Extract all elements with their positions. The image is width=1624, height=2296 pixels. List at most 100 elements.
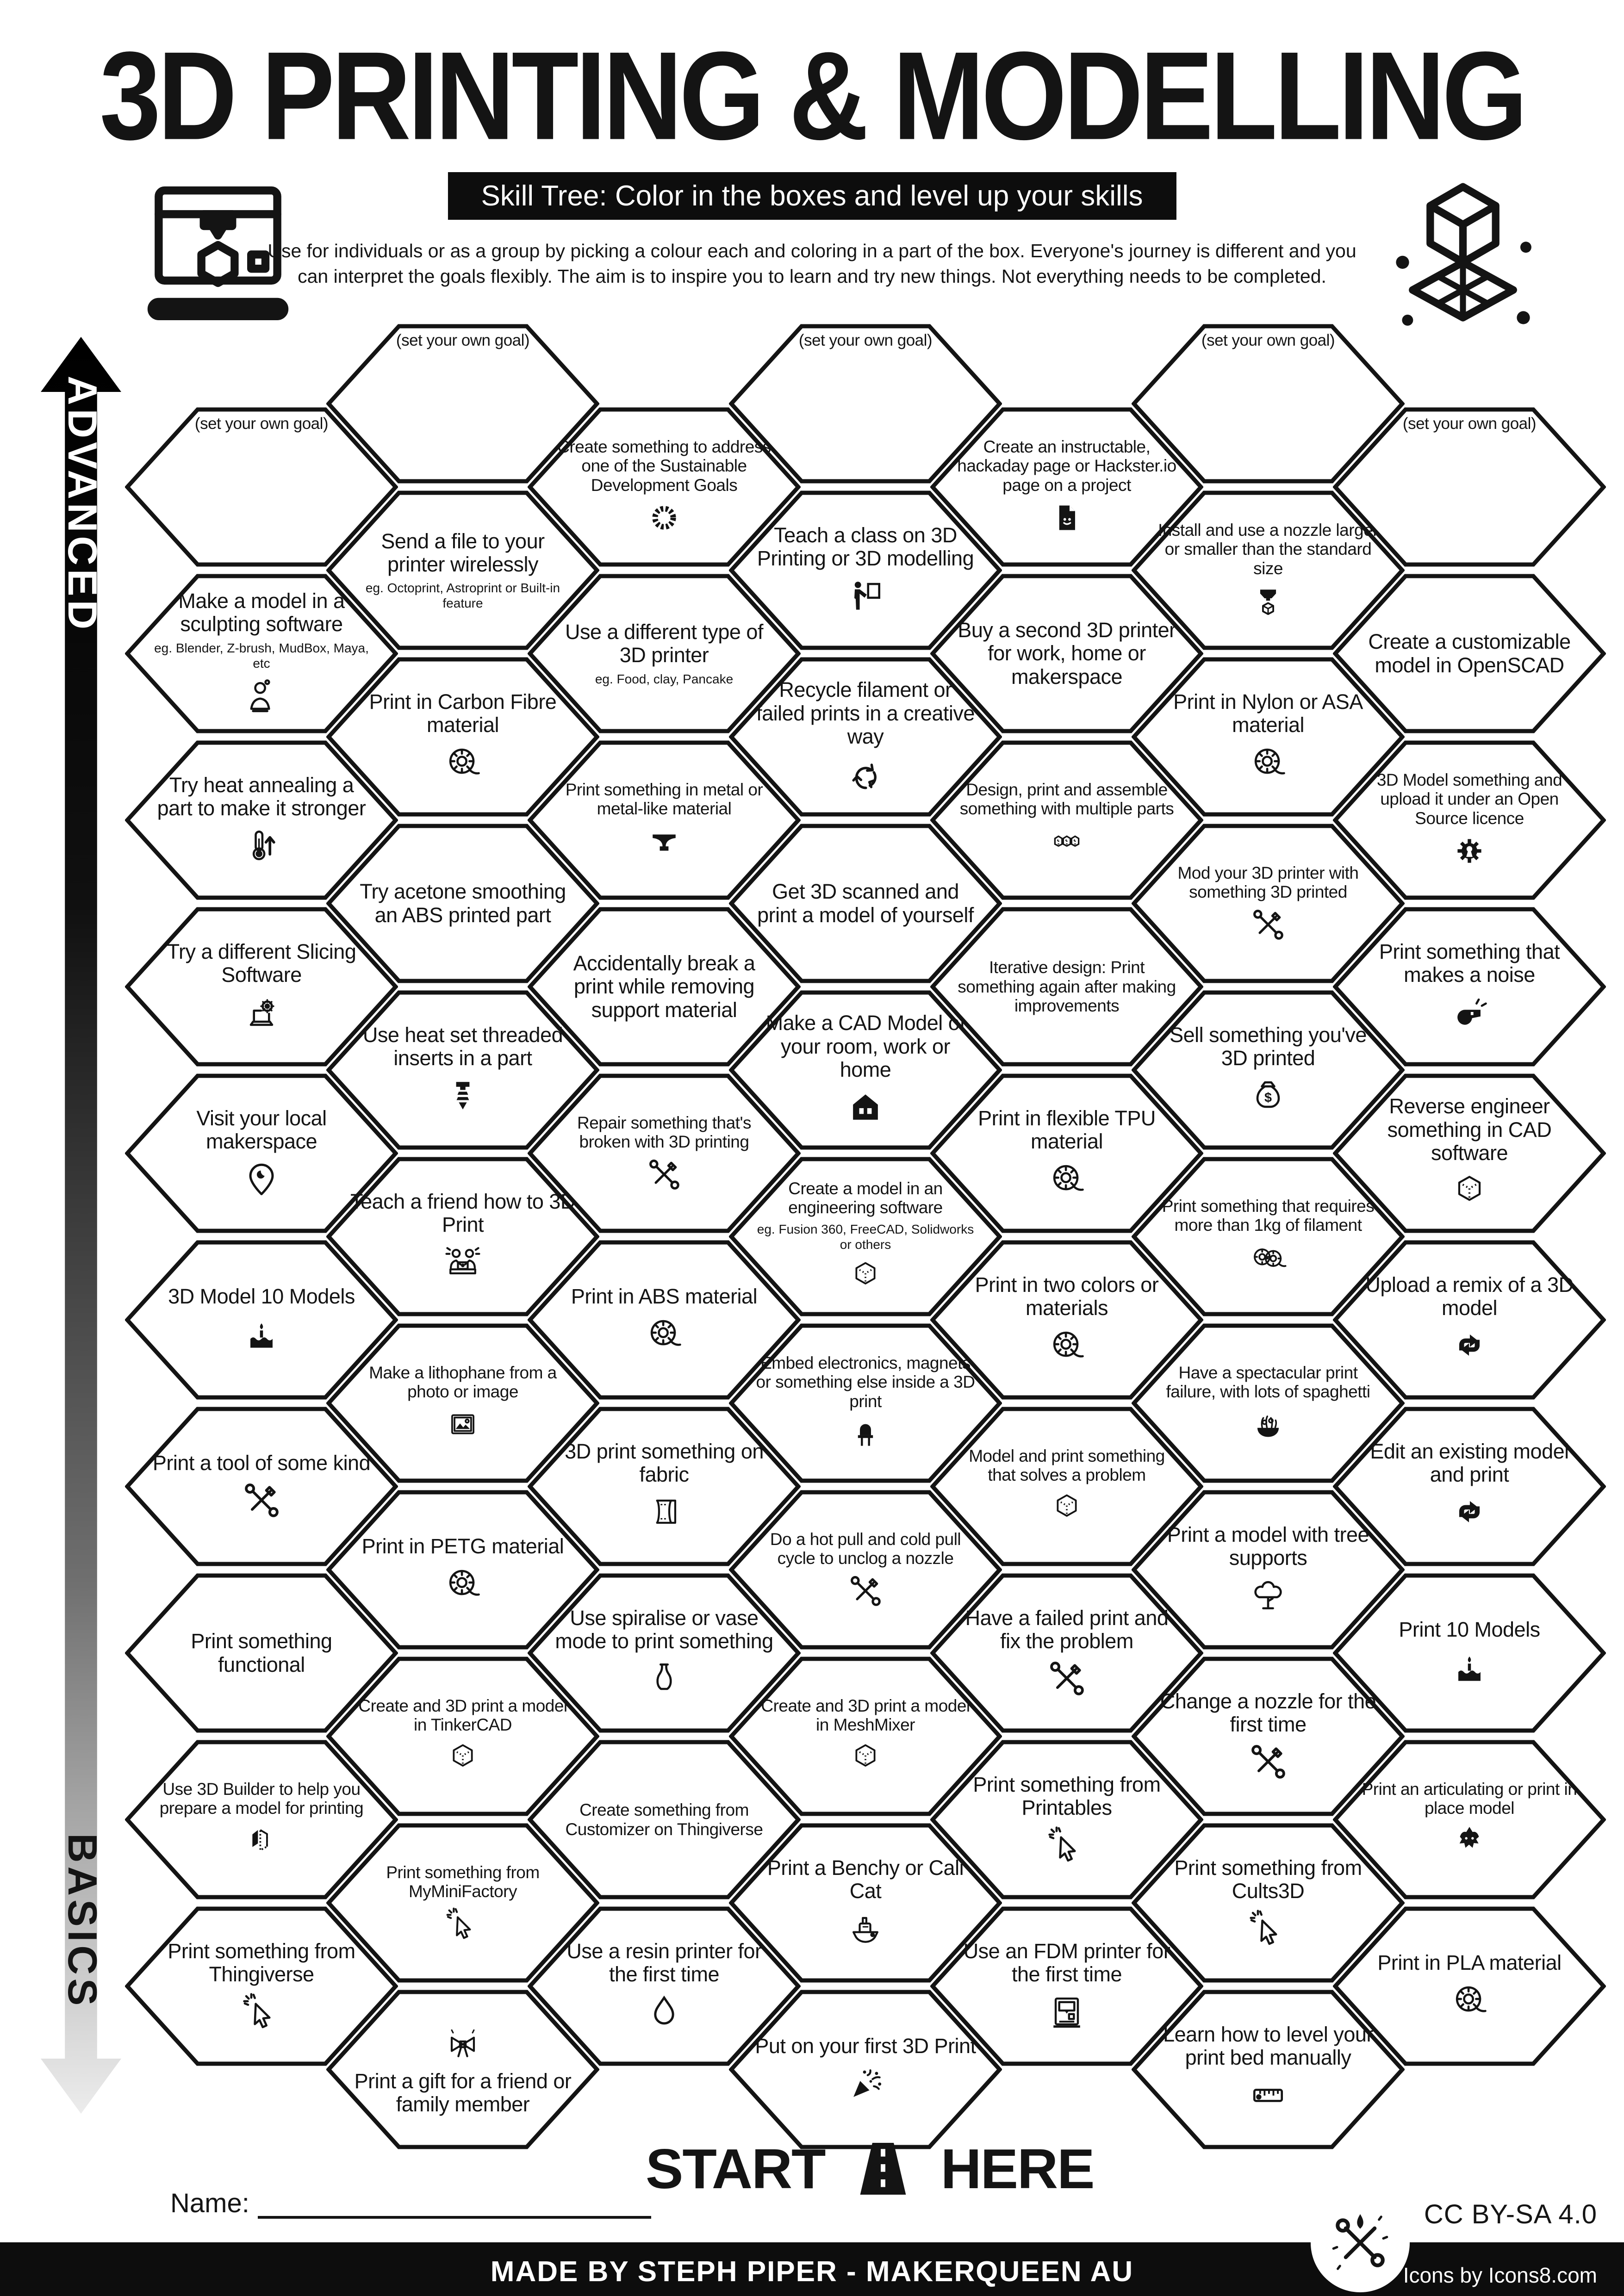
hex-outline bbox=[528, 1740, 801, 1899]
hex-outline bbox=[528, 574, 801, 733]
hex-label: Print something in metal or metal-like m… bbox=[565, 780, 763, 818]
hex-outline bbox=[326, 1323, 599, 1483]
hex-engineering-software: Create a model in an engineering softwar… bbox=[729, 1157, 1002, 1316]
hex-sublabel: eg. Fusion 360, FreeCAD, Solidworks or o… bbox=[757, 1222, 974, 1252]
hex-outline bbox=[930, 1573, 1203, 1733]
hex-outline bbox=[1333, 574, 1606, 733]
hex-outline bbox=[930, 740, 1203, 900]
hex-label: Edit an existing model and print bbox=[1370, 1439, 1569, 1486]
hex-sublabel: eg. Food, clay, Pancake bbox=[595, 671, 734, 686]
people-icon bbox=[442, 1241, 484, 1283]
hex-label: Print 10 Models bbox=[1399, 1617, 1540, 1641]
subtitle-banner: Skill Tree: Color in the boxes and level… bbox=[448, 172, 1176, 220]
remix-icon bbox=[1448, 1324, 1491, 1366]
hex-outline bbox=[1333, 407, 1606, 567]
spool-icon bbox=[1448, 1979, 1491, 2021]
hex-repair-something: Repair something that's broken with 3D p… bbox=[528, 1074, 801, 1233]
osgear-icon bbox=[1450, 832, 1488, 870]
spool2-icon bbox=[1249, 1239, 1287, 1277]
hex-outline bbox=[930, 574, 1203, 733]
hex-outline bbox=[326, 657, 599, 817]
hex-outline bbox=[1132, 490, 1405, 650]
hex-solves-a-problem: Model and print something that solves a … bbox=[930, 1407, 1203, 1566]
hex-outline bbox=[1333, 1906, 1606, 2066]
hex-label: Make a model in a sculpting software bbox=[178, 589, 345, 636]
cursor-icon bbox=[1247, 1907, 1289, 1949]
hex-first-3d-print: Put on your first 3D Print bbox=[729, 1990, 1002, 2149]
hex-reverse-engineer: Reverse engineer something in CAD softwa… bbox=[1333, 1074, 1606, 1233]
hex-outline bbox=[1132, 324, 1405, 484]
hex-label: Print something from Printables bbox=[973, 1772, 1161, 1819]
hex-label: Create and 3D print a model in MeshMixer bbox=[761, 1696, 970, 1734]
cube-icon bbox=[846, 1256, 884, 1294]
hex-from-cults3d: Print something from Cults3D bbox=[1132, 1823, 1405, 1983]
recycle-icon bbox=[844, 753, 887, 795]
spool-icon bbox=[1247, 741, 1289, 783]
hex-label: Print a gift for a friend or family memb… bbox=[354, 2069, 572, 2116]
hex-outline bbox=[326, 1990, 599, 2149]
hex-sell-something: Sell something you've 3D printed bbox=[1132, 990, 1405, 1150]
droplet-icon bbox=[643, 1990, 685, 2033]
bust-icon bbox=[240, 675, 283, 718]
name-blank-line bbox=[257, 2189, 651, 2219]
hex-sculpting-software: Make a model in a sculpting software eg. … bbox=[125, 574, 398, 733]
hex-outline bbox=[125, 1240, 398, 1400]
hex-abs: Print in ABS material bbox=[528, 1240, 801, 1400]
hex-label: Create and 3D print a model in TinkerCAD bbox=[358, 1696, 567, 1734]
hex-label: Get 3D scanned and print a model of your… bbox=[757, 880, 974, 927]
hex-recycle-filament: Recycle filament or failed prints in a c… bbox=[729, 657, 1002, 817]
hex-nozzle-size: Install and use a nozzle larger or small… bbox=[1132, 490, 1405, 650]
hex-label: Print something that makes a noise bbox=[1379, 939, 1560, 987]
hex-openscad: Create a customizable model in OpenSCAD bbox=[1333, 574, 1606, 733]
teacher-icon bbox=[844, 574, 887, 617]
hex-outline bbox=[125, 740, 398, 900]
hex-outline bbox=[930, 1740, 1203, 1899]
hex-label: Print in Nylon or ASA material bbox=[1173, 689, 1363, 737]
anvil-icon bbox=[645, 822, 683, 860]
hex-spaghetti-failure: Have a spectacular print failure, with l… bbox=[1132, 1323, 1405, 1483]
hex-label: Print in PETG material bbox=[361, 1534, 564, 1558]
hex-myminifactory: Print something from MyMiniFactory bbox=[326, 1823, 599, 1983]
hex-label: Design, print and assemble something wit… bbox=[959, 780, 1174, 818]
hex-label: (set your own goal) bbox=[396, 331, 530, 349]
fdm-icon bbox=[1045, 1990, 1088, 2033]
benchy-icon bbox=[844, 1907, 887, 1949]
hex-outline bbox=[125, 1074, 398, 1233]
hex-label: (set your own goal) bbox=[194, 415, 329, 433]
party-icon bbox=[844, 2062, 887, 2104]
start-label: START bbox=[646, 2137, 826, 2200]
hex-articulating-model: Print an articulating or print in place … bbox=[1333, 1740, 1606, 1899]
hex-label: Print in PLA material bbox=[1377, 1950, 1562, 1974]
hex-makes-a-noise: Print something that makes a noise bbox=[1333, 907, 1606, 1067]
hex-outline bbox=[1132, 657, 1405, 817]
cursor-icon bbox=[1045, 1824, 1088, 1866]
basics-label: BASICS bbox=[60, 1833, 106, 2010]
hex-outline bbox=[729, 1490, 1002, 1650]
hex-outline bbox=[729, 1323, 1002, 1483]
hex-label: Teach a class on 3D Printing or 3D model… bbox=[757, 523, 974, 570]
hex-label: 3D Model something and upload it under a… bbox=[1376, 770, 1562, 828]
description-text: Use for individuals or as a group by pic… bbox=[268, 240, 1356, 287]
hex-label: Create something from Customizer on Thin… bbox=[565, 1800, 763, 1839]
hex-label: Print a Benchy or Cali Cat bbox=[767, 1855, 964, 1903]
cake-icon bbox=[1448, 1645, 1491, 1688]
hex-print-10-models: Print 10 Models bbox=[1333, 1573, 1606, 1733]
sdg-icon bbox=[645, 499, 683, 537]
hex-outline bbox=[125, 574, 398, 733]
cube-icon bbox=[1048, 1489, 1086, 1527]
hex-label: Print in Carbon Fibre material bbox=[369, 689, 557, 737]
hex-outline bbox=[326, 1657, 599, 1816]
here-label: HERE bbox=[940, 2137, 1095, 2200]
builder-icon bbox=[243, 1822, 280, 1860]
hex-label: Mod your 3D printer with something 3D pr… bbox=[1177, 863, 1359, 901]
hex-label: Have a failed print and fix the problem bbox=[965, 1606, 1169, 1653]
hex-label: Put on your first 3D Print bbox=[755, 2034, 976, 2058]
hex-goal-3: (set your own goal) bbox=[729, 324, 1002, 484]
hex-outline bbox=[729, 1157, 1002, 1316]
hex-outline bbox=[125, 407, 398, 567]
spool-icon bbox=[442, 741, 484, 783]
hex-sublabel: eg. Octoprint, Astroprint or Built-in fe… bbox=[365, 581, 560, 611]
spool-icon bbox=[643, 1312, 685, 1355]
hex-outline bbox=[326, 990, 599, 1150]
led-icon bbox=[846, 1415, 884, 1453]
